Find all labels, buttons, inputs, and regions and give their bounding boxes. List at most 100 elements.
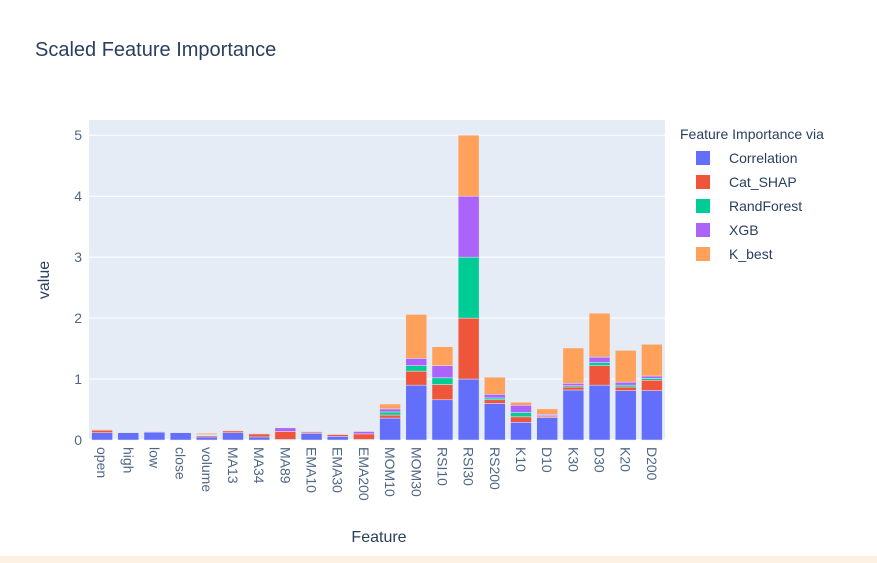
bar-segment-correlation[interactable] bbox=[510, 422, 532, 441]
bar-segment-randforest[interactable] bbox=[379, 411, 401, 416]
bar-segment-k-best[interactable] bbox=[379, 403, 401, 410]
y-tick-label: 5 bbox=[74, 127, 82, 143]
bar-segment-k-best[interactable] bbox=[353, 430, 375, 432]
bar-segment-k-best[interactable] bbox=[431, 346, 454, 366]
legend-swatch bbox=[696, 175, 710, 189]
bar-segment-k-best[interactable] bbox=[510, 401, 532, 406]
bar-segment-cat-shap[interactable] bbox=[91, 429, 113, 433]
bar-segment-correlation[interactable] bbox=[196, 436, 218, 441]
bar-segment-k-best[interactable] bbox=[300, 431, 323, 433]
bar-segment-correlation[interactable] bbox=[457, 378, 480, 441]
bar-segment-k-best[interactable] bbox=[562, 347, 585, 384]
x-tick-label: EMA200 bbox=[356, 447, 372, 501]
bar-segment-k-best[interactable] bbox=[248, 432, 270, 434]
bar-segment-correlation[interactable] bbox=[379, 417, 401, 441]
bar-segment-cat-shap[interactable] bbox=[222, 430, 244, 433]
bar-segment-correlation[interactable] bbox=[248, 436, 270, 441]
bar-segment-k-best[interactable] bbox=[274, 426, 297, 429]
bar-segment-k-best[interactable] bbox=[405, 314, 427, 359]
bar-segment-correlation[interactable] bbox=[327, 436, 349, 441]
bar-segment-k-best[interactable] bbox=[641, 344, 663, 377]
bar-segment-cat-shap[interactable] bbox=[405, 370, 427, 386]
bar-segment-randforest[interactable] bbox=[615, 384, 637, 388]
legend-item-cat-shap[interactable]: Cat_SHAP bbox=[696, 174, 797, 190]
bar-segment-correlation[interactable] bbox=[169, 432, 192, 441]
bar-segment-correlation[interactable] bbox=[562, 389, 585, 441]
bar-segment-xgb[interactable] bbox=[457, 195, 480, 258]
bar-segment-xgb[interactable] bbox=[641, 375, 663, 379]
bar-segment-k-best[interactable] bbox=[484, 376, 506, 395]
x-axis-ticks: open high low close volume MA13 MA34 MA89 EMA10 E… bbox=[94, 447, 660, 501]
bar-segment-cat-shap[interactable] bbox=[431, 384, 454, 401]
bar-segment-xgb[interactable] bbox=[405, 358, 427, 366]
legend-swatch bbox=[696, 223, 710, 237]
bar-segment-randforest[interactable] bbox=[510, 412, 532, 418]
x-axis-label: Feature bbox=[351, 529, 406, 546]
bar-segment-k-best[interactable] bbox=[536, 408, 558, 415]
bar-segment-correlation[interactable] bbox=[615, 390, 637, 441]
bar-segment-randforest[interactable] bbox=[484, 397, 506, 401]
legend-item-k-best[interactable]: K_best bbox=[696, 246, 773, 262]
bar-segment-k-best[interactable] bbox=[117, 431, 139, 433]
bar-segment-cat-shap[interactable] bbox=[327, 434, 349, 437]
bar-segment-cat-shap[interactable] bbox=[484, 399, 506, 404]
bar-segment-cat-shap[interactable] bbox=[379, 414, 401, 419]
bar-segment-k-best[interactable] bbox=[222, 429, 244, 432]
bar-segment-cat-shap[interactable] bbox=[457, 317, 480, 380]
legend-item-randforest[interactable]: RandForest bbox=[696, 198, 802, 214]
x-tick-label: close bbox=[173, 447, 189, 480]
legend-label: K_best bbox=[729, 246, 773, 262]
bar-segment-xgb[interactable] bbox=[379, 408, 401, 413]
bar-segment-cat-shap[interactable] bbox=[353, 433, 375, 440]
x-tick-label: volume bbox=[199, 447, 215, 492]
bar-segment-cat-shap[interactable] bbox=[588, 365, 611, 386]
bar-segment-k-best[interactable] bbox=[91, 428, 113, 430]
bar-segment-randforest[interactable] bbox=[431, 377, 454, 385]
bar-segment-xgb[interactable] bbox=[588, 356, 611, 363]
bar-segment-randforest[interactable] bbox=[588, 362, 611, 366]
bar-segment-cat-shap[interactable] bbox=[615, 386, 637, 391]
bar-segment-k-best[interactable] bbox=[588, 312, 611, 358]
bar-segment-correlation[interactable] bbox=[91, 432, 113, 441]
bar-segment-randforest[interactable] bbox=[405, 365, 427, 372]
bar-segment-correlation[interactable] bbox=[641, 390, 663, 441]
bar-segment-xgb[interactable] bbox=[431, 365, 454, 379]
bar-segment-k-best[interactable] bbox=[327, 433, 349, 435]
bar-segment-cat-shap[interactable] bbox=[248, 433, 270, 438]
legend-label: Cat_SHAP bbox=[729, 174, 797, 190]
bar-segment-cat-shap[interactable] bbox=[562, 386, 585, 391]
legend-swatch bbox=[696, 247, 710, 261]
bar-segment-cat-shap[interactable] bbox=[510, 416, 532, 423]
bar-segment-xgb[interactable] bbox=[484, 394, 506, 399]
bar-segment-correlation[interactable] bbox=[222, 432, 244, 441]
bar-segment-correlation[interactable] bbox=[405, 384, 427, 441]
bar-segment-randforest[interactable] bbox=[641, 378, 663, 381]
bar-segment-cat-shap[interactable] bbox=[641, 380, 663, 391]
x-tick-label: RSI10 bbox=[434, 447, 450, 486]
bar-segment-k-best[interactable] bbox=[143, 431, 166, 433]
x-tick-label: high bbox=[120, 447, 136, 473]
bar-segment-k-best[interactable] bbox=[196, 433, 218, 435]
bar-segment-correlation[interactable] bbox=[300, 433, 323, 441]
x-tick-label: K20 bbox=[618, 447, 634, 472]
bar-segment-correlation[interactable] bbox=[143, 431, 166, 441]
bar-segment-randforest[interactable] bbox=[457, 256, 480, 319]
bar-segment-xgb[interactable] bbox=[353, 431, 375, 435]
bar-segment-cat-shap[interactable] bbox=[274, 431, 297, 440]
bar-segment-k-best[interactable] bbox=[615, 350, 637, 383]
bar-segment-correlation[interactable] bbox=[117, 432, 139, 441]
bar-segment-correlation[interactable] bbox=[431, 399, 454, 441]
bar-segment-correlation[interactable] bbox=[484, 403, 506, 441]
legend-item-correlation[interactable]: Correlation bbox=[696, 150, 797, 166]
bar-segment-correlation[interactable] bbox=[536, 417, 558, 441]
bar-segment-k-best[interactable] bbox=[457, 134, 480, 197]
bar-segment-xgb[interactable] bbox=[510, 405, 532, 413]
bar-segment-xgb[interactable] bbox=[615, 381, 637, 386]
legend-item-xgb[interactable]: XGB bbox=[696, 222, 759, 238]
bar-segment-xgb[interactable] bbox=[562, 383, 585, 387]
x-tick-label: RSI30 bbox=[461, 447, 477, 486]
bar-segment-xgb[interactable] bbox=[274, 427, 297, 432]
bar-segment-correlation[interactable] bbox=[588, 384, 611, 441]
x-tick-label: K10 bbox=[513, 447, 529, 472]
